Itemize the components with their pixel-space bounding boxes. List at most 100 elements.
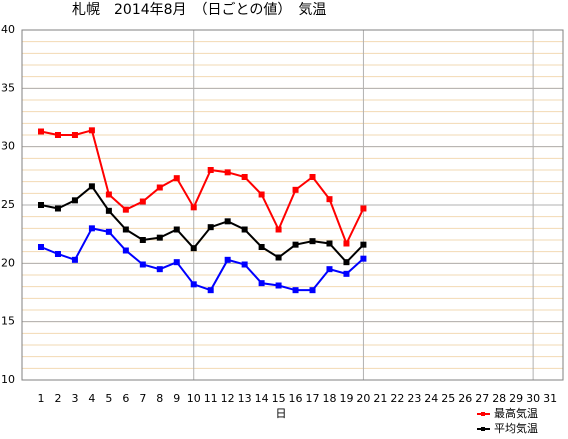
x-tick-label: 3	[71, 392, 78, 405]
point	[71, 197, 78, 204]
point	[105, 228, 112, 235]
point	[88, 225, 95, 232]
point	[122, 206, 129, 213]
legend-marker	[481, 412, 485, 416]
point	[326, 240, 333, 247]
point	[309, 238, 316, 245]
point	[224, 218, 231, 225]
point	[275, 254, 282, 261]
point	[275, 282, 282, 289]
x-tick-label: 12	[221, 392, 235, 405]
point	[54, 251, 61, 257]
x-tick-label: 25	[441, 392, 455, 405]
x-axis-label: 日	[276, 407, 287, 420]
y-tick-label: 30	[1, 140, 15, 153]
point	[139, 237, 146, 243]
x-tick-label: 22	[390, 392, 404, 405]
point	[173, 175, 180, 182]
point	[309, 174, 316, 180]
x-tick-label: 6	[122, 392, 129, 405]
point	[309, 287, 316, 294]
point	[326, 266, 333, 273]
x-tick-label: 19	[339, 392, 353, 405]
x-tick-label: 7	[139, 392, 146, 405]
x-tick-label: 24	[424, 392, 438, 405]
point	[258, 191, 265, 198]
point	[122, 226, 129, 233]
x-tick-label: 15	[272, 392, 286, 405]
x-tick-label: 1	[38, 392, 45, 405]
point	[360, 241, 367, 248]
point	[156, 266, 163, 273]
point	[207, 224, 214, 231]
x-tick-label: 27	[475, 392, 489, 405]
point	[258, 280, 265, 287]
point	[241, 261, 248, 268]
x-tick-label: 26	[458, 392, 472, 405]
y-tick-label: 25	[1, 198, 15, 211]
point	[292, 241, 299, 248]
x-tick-label: 2	[54, 392, 61, 405]
point	[88, 183, 95, 190]
point	[292, 186, 299, 193]
x-tick-label: 21	[373, 392, 387, 405]
point	[38, 128, 44, 135]
y-tick-label: 20	[1, 256, 15, 269]
point	[224, 169, 231, 176]
x-tick-label: 9	[173, 392, 180, 405]
legend-marker	[481, 427, 485, 431]
point	[360, 255, 367, 262]
point	[156, 234, 163, 241]
point	[38, 202, 44, 208]
point	[326, 196, 333, 203]
x-tick-label: 5	[105, 392, 112, 405]
x-tick-label: 13	[238, 392, 252, 405]
point	[156, 184, 163, 191]
plot-frame	[21, 29, 564, 381]
point	[71, 132, 78, 138]
y-tick-label: 40	[1, 23, 15, 36]
point	[224, 256, 231, 263]
x-tick-label: 18	[322, 392, 336, 405]
point	[54, 132, 61, 138]
point	[139, 198, 146, 205]
point	[343, 259, 350, 266]
point	[71, 256, 78, 263]
point	[292, 287, 299, 294]
point	[88, 127, 95, 134]
point	[343, 240, 350, 247]
x-tick-label: 4	[88, 392, 95, 405]
y-tick-label: 15	[1, 315, 15, 328]
point	[275, 226, 282, 233]
x-tick-label: 10	[187, 392, 201, 405]
point	[343, 270, 350, 277]
x-tick-label: 23	[407, 392, 421, 405]
point	[54, 205, 61, 212]
x-tick-label: 29	[509, 392, 523, 405]
point	[207, 287, 214, 294]
x-tick-label: 11	[204, 392, 218, 405]
legend-label: 平均気温	[494, 421, 538, 435]
point	[241, 226, 248, 233]
y-tick-label: 10	[1, 373, 15, 386]
x-tick-label: 28	[492, 392, 506, 405]
point	[207, 167, 214, 173]
point	[190, 204, 197, 211]
series-line	[40, 184, 365, 264]
x-tick-label: 20	[356, 392, 370, 405]
point	[173, 259, 180, 266]
x-tick-label: 16	[289, 392, 303, 405]
point	[190, 245, 197, 252]
x-tick-label: 31	[543, 392, 557, 405]
y-tick-label: 35	[1, 81, 15, 94]
x-tick-label: 17	[306, 392, 320, 405]
chart-title: 札幌 2014年8月 （日ごとの値） 気温	[72, 2, 326, 18]
legend-label: 最高気温	[494, 406, 538, 420]
point	[190, 281, 197, 288]
point	[173, 226, 180, 233]
point	[38, 244, 44, 250]
x-tick-label: 30	[526, 392, 540, 405]
x-tick-label: 14	[255, 392, 269, 405]
point	[122, 247, 129, 254]
